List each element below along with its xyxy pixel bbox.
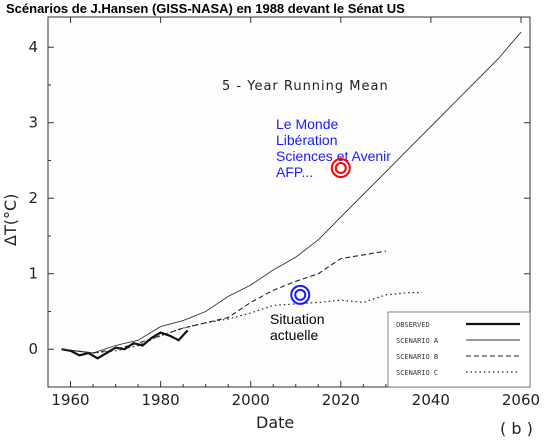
legend-label: OBSERVED xyxy=(396,321,430,329)
y-tick-label: 0 xyxy=(28,340,38,358)
situation-marker-outer xyxy=(290,284,311,305)
press-line-3: Sciences et Avenir xyxy=(276,148,391,164)
series-line-scenario-b xyxy=(61,250,386,354)
situation-marker-inner xyxy=(294,288,307,301)
inner-label: 5 - Year Running Mean xyxy=(222,79,389,94)
press-line-4: AFP... xyxy=(276,164,313,180)
press-marker-outer xyxy=(330,158,351,179)
press-marker-inner xyxy=(334,162,347,175)
x-axis-label: Date xyxy=(256,413,294,432)
press-line-2: Libération xyxy=(276,132,338,148)
x-tick-label: 1960 xyxy=(51,391,89,409)
y-tick-label: 3 xyxy=(28,114,38,132)
legend: OBSERVED SCENARIO A SCENARIO B SCENARIO C xyxy=(387,311,531,388)
x-tick-label: 2060 xyxy=(502,391,540,409)
series-layer xyxy=(61,31,522,360)
x-tick-label: 1980 xyxy=(142,391,180,409)
legend-label: SCENARIO B xyxy=(396,353,438,361)
annotations: Le Monde Libération Sciences et Avenir A… xyxy=(270,116,391,343)
y-axis-label: ΔT(°C) xyxy=(1,194,20,246)
series-line-scenario-a xyxy=(61,31,522,354)
y-tick-label: 2 xyxy=(28,189,38,207)
situation-line-2: actuelle xyxy=(270,327,318,343)
press-line-1: Le Monde xyxy=(276,116,338,132)
y-tick-label: 4 xyxy=(28,38,38,56)
y-tick-label: 1 xyxy=(28,265,38,283)
page-title: Scénarios de J.Hansen (GISS-NASA) en 198… xyxy=(6,1,405,16)
legend-label: SCENARIO A xyxy=(396,337,439,345)
axes: 1960 1980 2000 2020 2040 2060 0 1 2 3 4 xyxy=(28,17,540,409)
legend-label: SCENARIO C xyxy=(396,369,438,377)
x-tick-label: 2020 xyxy=(322,391,360,409)
x-tick-label: 2040 xyxy=(412,391,450,409)
x-tick-label: 2000 xyxy=(232,391,270,409)
situation-line-1: Situation xyxy=(270,311,324,327)
panel-tag: ( b ) xyxy=(500,419,533,438)
